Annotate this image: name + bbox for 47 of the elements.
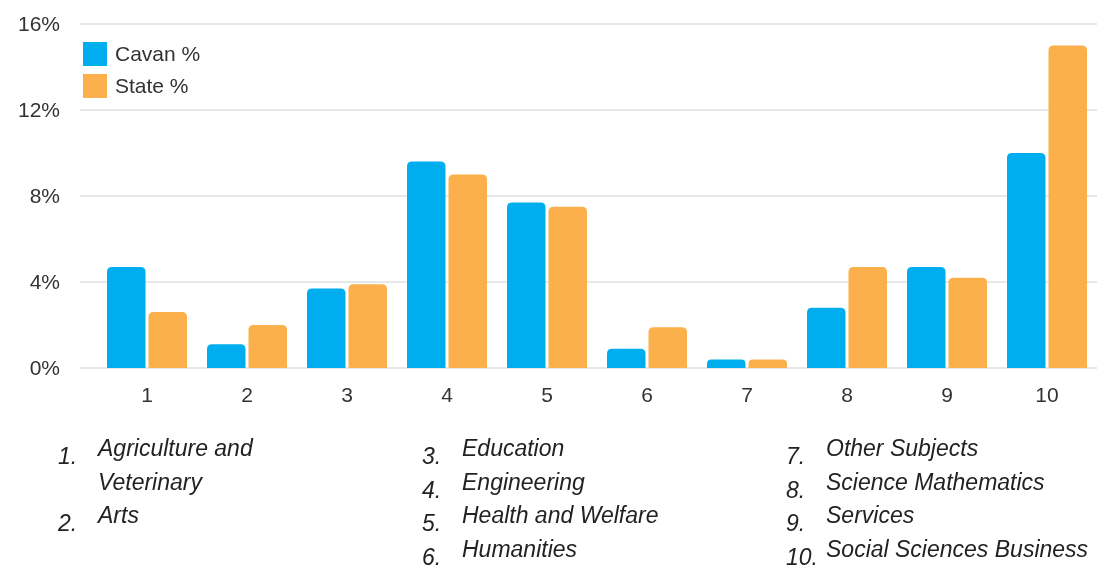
bar — [148, 312, 187, 368]
bar — [848, 266, 887, 368]
y-tick-label: 16% — [17, 12, 60, 36]
text: 6. Humanities — [422, 535, 578, 567]
x-tick-label: 9 — [941, 383, 953, 406]
bar — [507, 202, 546, 368]
bar — [707, 359, 746, 368]
bar — [448, 174, 487, 368]
x-tick-label: 1 — [141, 383, 153, 406]
y-tick-label: 12% — [17, 98, 60, 122]
bar — [1048, 45, 1087, 368]
x-tick-label: 4 — [441, 383, 454, 406]
bar — [307, 288, 346, 368]
bar — [807, 307, 846, 368]
bar — [248, 325, 287, 368]
bar — [907, 266, 946, 368]
x-tick-label: 8 — [841, 383, 853, 406]
legend-label: State % — [115, 74, 189, 98]
x-tick-label: 6 — [641, 383, 653, 406]
text: 5. Health and Welfare — [422, 502, 659, 537]
bar — [607, 348, 646, 368]
text: 1. Agriculture and Veterinary — [58, 435, 254, 495]
legend-label: Cavan % — [115, 42, 201, 66]
text: 2. Arts — [57, 502, 140, 537]
text: 7. Other Subjects — [786, 435, 979, 470]
bar — [648, 327, 687, 368]
x-tick-label: 3 — [341, 383, 353, 406]
bar — [1007, 153, 1046, 368]
bar — [548, 206, 587, 368]
bar — [207, 344, 246, 368]
y-tick-label: 4% — [29, 270, 60, 294]
text: 9. Services — [786, 502, 915, 537]
text: 8. Science Mathematics — [786, 468, 1046, 503]
text: 4. Engineering — [422, 468, 585, 503]
bar — [948, 277, 987, 368]
bar — [348, 284, 387, 368]
x-tick-label: 2 — [241, 383, 253, 406]
bar — [748, 359, 787, 368]
x-tick-label: 10 — [1035, 383, 1059, 406]
y-tick-label: 8% — [29, 184, 60, 208]
y-tick-label: 0% — [29, 356, 60, 380]
bar — [407, 161, 446, 368]
x-tick-label: 5 — [541, 383, 553, 406]
x-tick-label: 7 — [741, 383, 753, 406]
bar — [107, 266, 146, 368]
text: 10. Social Sciences Business — [786, 535, 1089, 567]
text: 3. Education — [422, 435, 565, 470]
